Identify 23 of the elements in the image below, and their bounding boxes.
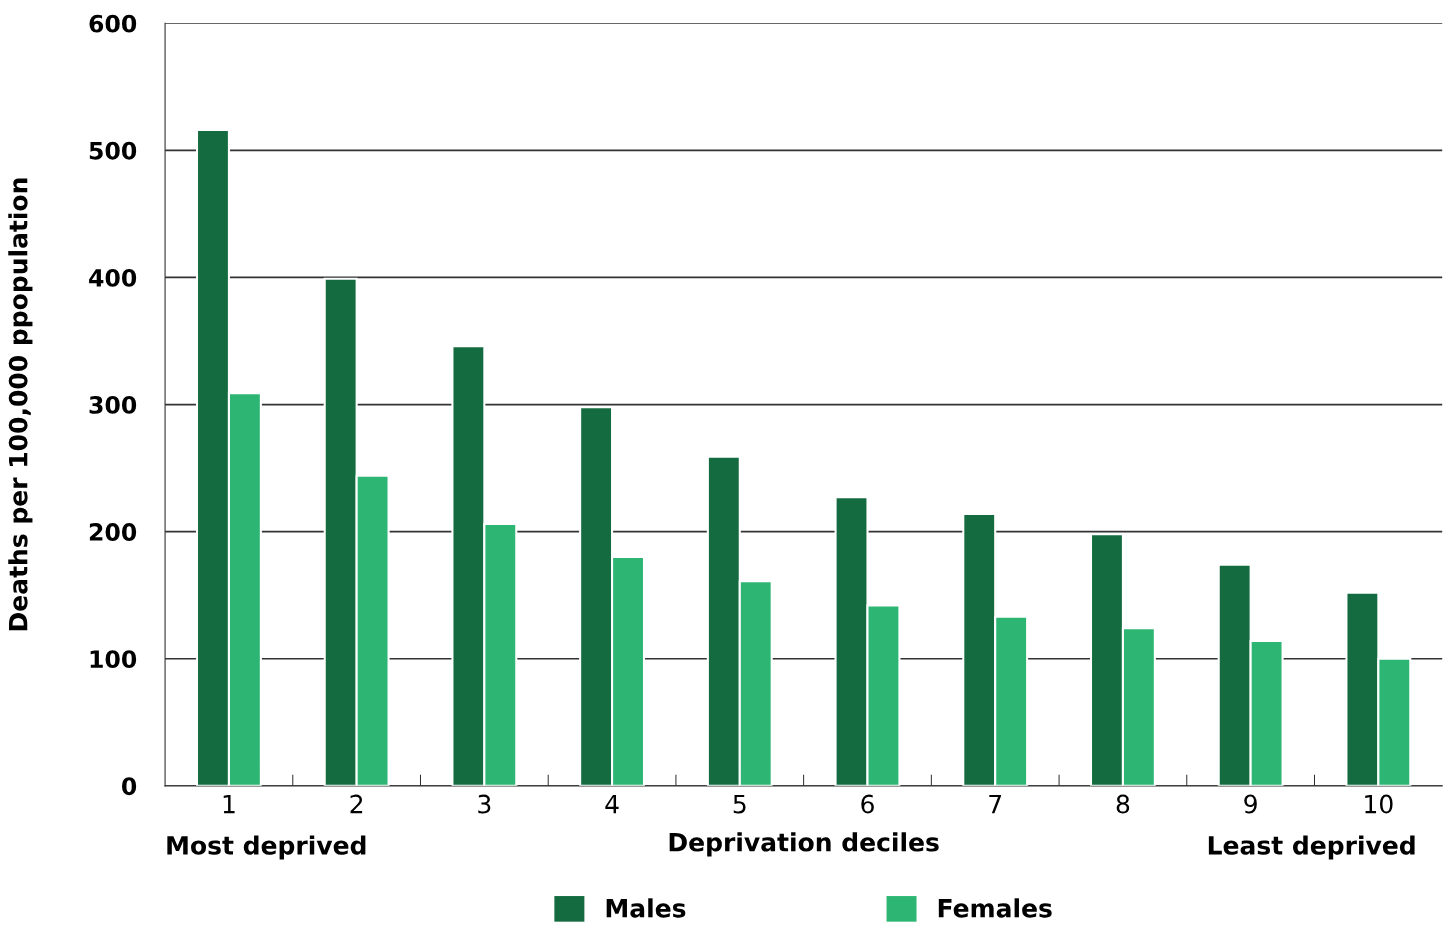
x-tick-label: 5 xyxy=(733,794,746,814)
x-tick-label: 7 xyxy=(989,794,1002,814)
y-tick-label: 600 xyxy=(89,14,137,33)
x-tick-label: 3 xyxy=(478,794,491,814)
y-tick-label: 400 xyxy=(89,268,137,287)
x-tick-label: 10 xyxy=(1365,794,1393,814)
legend-label: Males xyxy=(606,898,686,918)
x-tick-label: 8 xyxy=(1116,794,1130,814)
x-tick-label: 4 xyxy=(605,794,619,814)
x-axis-title: Deprivation deciles xyxy=(669,832,939,857)
y-axis-title: Deaths per 100,000 ppopulation xyxy=(8,178,33,631)
y-tick-label: 100 xyxy=(90,650,137,669)
y-tick-label: 300 xyxy=(89,396,137,414)
x-tick-label: 2 xyxy=(350,794,363,814)
legend-label: Females xyxy=(938,898,1052,918)
y-tick-label: 0 xyxy=(121,777,137,796)
x-tick-label: 6 xyxy=(861,794,874,814)
text: Most deprived xyxy=(167,835,366,860)
y-tick-label: 200 xyxy=(89,523,137,541)
x-tick-label: 9 xyxy=(1244,794,1257,814)
text: Least deprived xyxy=(1208,835,1415,860)
y-tick-label: 500 xyxy=(89,141,137,160)
x-tick-label: 1 xyxy=(223,794,235,814)
